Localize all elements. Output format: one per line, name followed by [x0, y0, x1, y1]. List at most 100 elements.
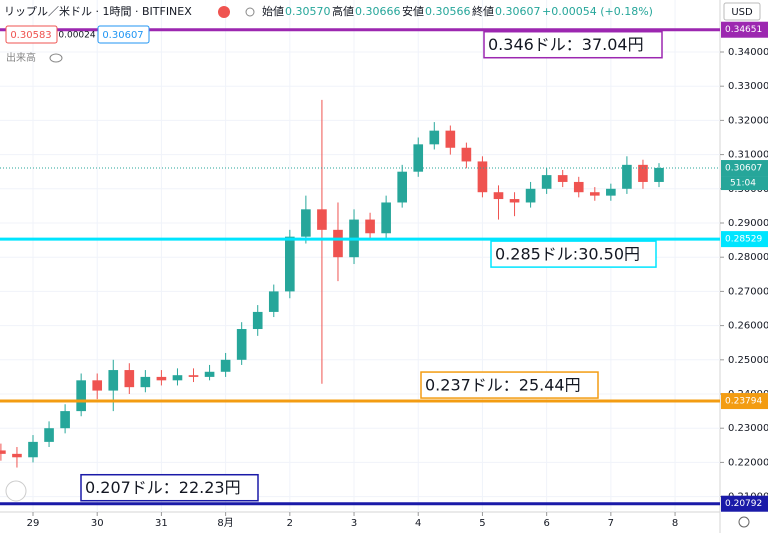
- price-line-tag: [721, 393, 768, 410]
- y-tick-label: 0.23000: [728, 423, 768, 434]
- countdown: 51:04: [730, 179, 756, 189]
- candle-body: [156, 376, 167, 381]
- candle-body: [622, 164, 632, 189]
- hide-icon[interactable]: [49, 53, 63, 63]
- candle-body: [285, 236, 295, 292]
- status-icon[interactable]: [218, 6, 230, 18]
- x-tick-label: 6: [543, 518, 549, 529]
- current-price-line-tag: [721, 160, 768, 177]
- candle-body: [461, 147, 472, 162]
- candle-body: [76, 380, 86, 412]
- change-value: +0.00054 (+0.18%): [542, 5, 653, 18]
- countdown-tag: [721, 176, 768, 191]
- price-line-tag: [721, 495, 768, 512]
- annotation-text: 0.207ドル：22.23円: [85, 478, 241, 497]
- price-lines: 0.34651 0.346ドル：37.04円 0.28529 0.285ドル:30.5…: [0, 21, 768, 512]
- low-value: 0.30566: [425, 5, 471, 18]
- sync-icon: [245, 7, 255, 17]
- candle-body: [397, 171, 407, 203]
- y-tick-label: 0.32000: [728, 115, 768, 126]
- x-tick-label: 2: [287, 518, 293, 529]
- open-value: 0.30570: [285, 5, 331, 18]
- symbol-title: リップル／米ドル · 1時間 · BITFINEX: [4, 5, 192, 18]
- x-tick-label: 29: [27, 518, 40, 529]
- y-tick-label: 0.31000: [728, 150, 768, 161]
- candle-body: [140, 376, 151, 388]
- y-tick-label: 0.29000: [728, 218, 768, 229]
- candle-body: [654, 167, 664, 182]
- candle-body: [252, 311, 263, 330]
- high-value: 0.30666: [355, 5, 401, 18]
- high-label: 高値: [332, 4, 354, 18]
- logo: [5, 480, 27, 502]
- ask-box[interactable]: [97, 25, 150, 44]
- open-label: 始値: [262, 4, 284, 18]
- candle-body: [493, 192, 504, 200]
- y-tick-label: 0.33000: [728, 81, 768, 92]
- x-tick-label: 30: [91, 518, 104, 529]
- candle-body: [333, 229, 343, 258]
- candle-body: [124, 370, 135, 388]
- candle-body: [188, 375, 199, 377]
- candle-body: [44, 428, 54, 442]
- x-tick-label: 5: [479, 518, 485, 529]
- candle-body: [108, 370, 119, 391]
- x-tick-label: 8月: [217, 517, 233, 529]
- low-label: 安値: [402, 4, 424, 18]
- y-tick-label: 0.22000: [728, 457, 768, 468]
- y-tick-label: 0.28000: [728, 252, 768, 263]
- x-tick-label: 3: [351, 518, 357, 529]
- annotation-box: [80, 473, 259, 502]
- x-tick-label: 7: [608, 518, 614, 529]
- candle-body: [445, 130, 456, 148]
- annotation-text: 0.237ドル：25.44円: [425, 376, 581, 395]
- x-tick-label: 4: [415, 518, 421, 529]
- spread-value: 0.00024: [58, 31, 95, 41]
- y-tick-label: 0.25000: [728, 355, 768, 366]
- candle-body: [413, 144, 424, 172]
- annotation-box: [490, 240, 657, 268]
- candle-body: [317, 209, 327, 230]
- y-tick-label: 0.34000: [728, 47, 768, 58]
- candle-body: [268, 291, 279, 312]
- candle-body: [301, 209, 311, 237]
- candle-body: [381, 202, 391, 234]
- settings-icon[interactable]: [738, 516, 750, 528]
- currency: USD: [731, 7, 753, 18]
- candles: [0, 99, 664, 468]
- candle-body: [28, 441, 38, 458]
- annotation-text: 0.285ドル:30.50円: [495, 245, 640, 264]
- candle-body: [429, 130, 440, 145]
- bid-value: 0.30583: [10, 30, 51, 41]
- candle-body: [509, 199, 520, 203]
- price-line-tag-label: 0.20792: [725, 499, 762, 509]
- price-line-tag-label: 0.23794: [725, 397, 762, 407]
- candle-body: [589, 192, 600, 196]
- candle-body: [573, 181, 584, 193]
- annotation-box: [420, 371, 599, 399]
- ask-value: 0.30607: [102, 30, 143, 41]
- currency-box[interactable]: [723, 2, 761, 21]
- close-value: 0.30607: [495, 5, 541, 18]
- price-line-tag: [721, 21, 768, 38]
- price-line-tag-label: 0.34651: [725, 25, 762, 35]
- candle-body: [477, 161, 488, 193]
- current-price-line-tag-label: 0.30607: [725, 164, 762, 174]
- x-tick-label: 31: [155, 518, 168, 529]
- candle-body: [525, 188, 536, 203]
- candle-body: [365, 219, 375, 234]
- annotation-box: [483, 30, 663, 59]
- candle-body: [12, 453, 22, 458]
- price-line-tag-label: 0.28529: [725, 235, 762, 245]
- candle-body: [60, 411, 70, 429]
- bid-box[interactable]: [5, 25, 58, 44]
- x-tick-label: 8: [672, 518, 678, 529]
- candle-body: [0, 450, 6, 454]
- candle-body: [204, 371, 215, 377]
- y-tick-label: 0.26000: [728, 321, 768, 332]
- candle-body: [92, 380, 103, 391]
- candle-body: [236, 329, 247, 360]
- candle-body: [172, 375, 183, 381]
- close-label: 終値: [472, 4, 494, 18]
